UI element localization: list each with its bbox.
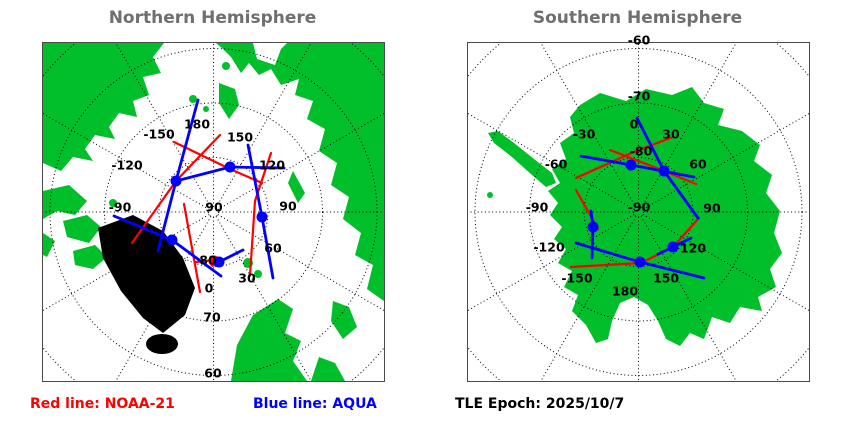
meridian-ray — [540, 43, 637, 208]
south-map-title: Southern Hemisphere — [532, 8, 743, 28]
meridian-ray — [115, 216, 212, 381]
map-coordinate-label: 30 — [662, 127, 680, 142]
map-coordinate-label: -90 — [628, 200, 651, 215]
aqua-position-dot — [170, 175, 182, 187]
map-coordinate-label: 90 — [205, 200, 223, 215]
map-coordinate-label: -30 — [573, 127, 596, 142]
southern-hemisphere-map: -60 -70 -30 0 30 -60 -80 60 -90 -90 90 -120 120 -150 1… — [467, 33, 810, 382]
latitude-circle — [529, 102, 748, 322]
aqua-position-dot — [256, 211, 268, 223]
map-coordinate-label: 90 — [279, 199, 297, 214]
south-map-labels: -60 -70 -30 0 30 -60 -80 60 -90 -90 90 -120 120 -150 1… — [526, 33, 721, 299]
legend-aqua: Blue line: AQUA — [253, 396, 377, 412]
map-coordinate-label: 120 — [259, 158, 285, 173]
north-map-canvas: 180 -150 150 -120 120 -90 90 -60 60 -30 30 0 90 80 70 6… — [43, 43, 384, 381]
map-coordinate-label: 70 — [203, 310, 221, 325]
meridian-ray — [642, 214, 809, 312]
meridian-ray — [215, 216, 312, 381]
northern-hemisphere-map: 180 -150 150 -120 120 -90 90 -60 60 -30 30 0 90 80 70 6… — [42, 42, 385, 382]
land-greenland — [98, 215, 195, 333]
map-coordinate-label: -30 — [150, 272, 173, 287]
meridian-ray — [540, 216, 637, 381]
latitude-circle — [158, 157, 269, 267]
noaa21-track — [574, 135, 675, 180]
meridian-ray — [468, 214, 635, 312]
map-coordinate-label: -60 — [628, 33, 651, 48]
aqua-position-dot — [166, 234, 178, 246]
map-coordinate-label: 0 — [630, 117, 639, 132]
map-coordinate-label: 90 — [703, 201, 721, 216]
land-siberia-russia — [216, 43, 384, 301]
aqua-position-dot — [667, 241, 679, 253]
north-map-title: Northern Hemisphere — [108, 8, 317, 28]
map-coordinate-label: 60 — [204, 366, 222, 381]
map-coordinate-label: 30 — [238, 271, 256, 286]
map-coordinate-label: 150 — [653, 271, 679, 286]
meridian-ray — [217, 112, 384, 210]
map-coordinate-label: 120 — [680, 241, 706, 256]
map-coordinate-label: -70 — [628, 89, 651, 104]
meridian-ray — [215, 43, 312, 208]
land-antarctic-peninsula — [488, 131, 556, 187]
south-map-layers — [468, 43, 809, 381]
land-antarctica — [487, 87, 782, 346]
north-map-labels: 180 -150 150 -120 120 -90 90 -60 60 -30 30 0 90 80 70 6… — [109, 117, 297, 381]
map-coordinate-label: 0 — [205, 281, 214, 296]
map-coordinate-label: 60 — [264, 241, 282, 256]
aqua-position-dot — [213, 256, 225, 268]
legend-noaa21: Red line: NOAA-21 — [30, 396, 175, 412]
south-map-canvas: -60 -70 -30 0 30 -60 -80 60 -90 -90 90 -120 120 -150 1… — [468, 33, 809, 381]
map-coordinate-label: -90 — [526, 200, 549, 215]
map-coordinate-label: -120 — [111, 158, 143, 173]
aqua-position-dot — [587, 221, 599, 233]
map-coordinate-label: 80 — [199, 253, 217, 268]
map-coordinate-label: 180 — [184, 117, 210, 132]
land-chukotka-tip — [219, 83, 239, 119]
land-north-america-alaska — [43, 43, 239, 171]
map-coordinate-label: -150 — [143, 127, 175, 142]
map-coordinate-label: -80 — [630, 144, 653, 159]
land-novaya-zemlya — [288, 171, 305, 203]
meridian-ray — [43, 214, 210, 312]
aqua-position-dot — [224, 161, 236, 173]
map-coordinate-label: -60 — [545, 157, 568, 172]
meridian-ray — [468, 112, 635, 210]
map-coordinate-label: -60 — [120, 241, 143, 256]
land-iceland — [146, 334, 178, 354]
meridian-ray — [640, 216, 737, 381]
map-coordinate-label: 60 — [689, 157, 707, 172]
map-coordinate-label: 180 — [612, 284, 638, 299]
north-map-layers — [43, 43, 384, 381]
map-coordinate-label: -120 — [533, 240, 565, 255]
latitude-circle — [104, 102, 323, 322]
noaa21-track — [182, 202, 202, 294]
tle-epoch-label: TLE Epoch: 2025/10/7 — [455, 396, 625, 412]
map-coordinate-label: 150 — [227, 130, 253, 145]
map-coordinate-label: -150 — [561, 271, 593, 286]
noaa21-track — [569, 216, 701, 269]
aqua-position-dot — [634, 256, 646, 268]
aqua-position-dot — [625, 159, 637, 171]
graticule — [468, 43, 809, 381]
land-scandinavia — [231, 299, 357, 381]
meridian-ray — [115, 43, 212, 208]
aqua-position-dot — [658, 165, 670, 177]
map-coordinate-label: -90 — [109, 200, 132, 215]
